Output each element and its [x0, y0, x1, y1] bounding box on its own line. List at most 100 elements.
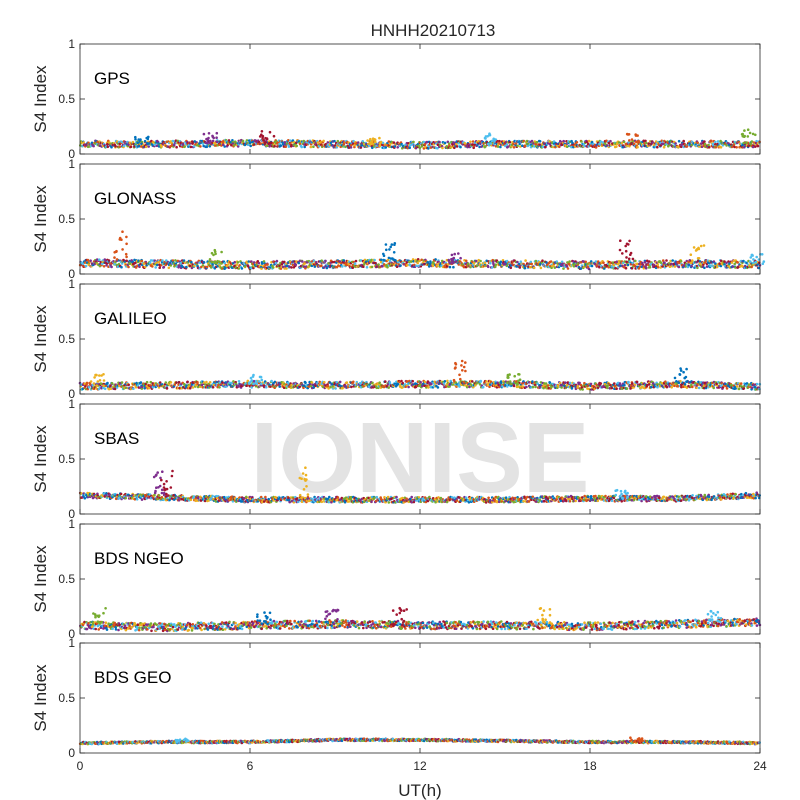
data-point — [621, 252, 624, 255]
data-point — [613, 382, 616, 385]
data-point — [266, 144, 269, 147]
data-point — [185, 384, 188, 387]
data-point — [134, 138, 137, 141]
chart-title: HNHH20210713 — [371, 21, 496, 40]
data-point — [730, 261, 734, 264]
data-point — [619, 239, 622, 242]
data-point — [406, 146, 410, 150]
data-point — [260, 378, 264, 382]
y-tick-label: 1 — [68, 37, 75, 51]
data-point — [113, 256, 116, 259]
data-point — [160, 145, 163, 148]
data-point — [510, 382, 513, 386]
data-point — [110, 382, 114, 385]
data-point — [416, 261, 420, 265]
data-point — [624, 142, 628, 146]
data-point — [679, 367, 682, 370]
data-point — [389, 245, 393, 249]
data-point — [581, 388, 584, 391]
data-point — [483, 136, 487, 140]
data-point — [562, 139, 565, 143]
data-point — [89, 380, 93, 383]
data-point — [691, 385, 694, 389]
data-point — [739, 382, 743, 385]
data-point — [632, 142, 636, 145]
data-point — [625, 242, 629, 246]
data-point — [396, 382, 400, 386]
data-point — [345, 381, 349, 384]
data-point — [138, 265, 141, 269]
data-point — [673, 376, 677, 380]
data-point — [395, 265, 399, 269]
data-point — [82, 141, 85, 144]
data-point — [703, 266, 706, 270]
data-point — [264, 386, 268, 389]
scatter-points — [79, 128, 761, 150]
data-point — [524, 259, 527, 262]
data-point — [255, 382, 258, 386]
data-point — [671, 259, 674, 262]
data-point — [499, 260, 503, 264]
data-point — [421, 143, 424, 147]
data-point — [692, 246, 696, 249]
data-point — [154, 266, 157, 269]
data-point — [124, 386, 128, 390]
data-point — [682, 370, 685, 374]
data-point — [185, 265, 188, 269]
data-point — [523, 266, 527, 270]
data-point — [155, 144, 159, 147]
data-point — [338, 380, 342, 384]
data-point — [535, 140, 539, 144]
y-tick-label: 0.5 — [58, 92, 75, 106]
data-point — [140, 142, 143, 145]
data-point — [695, 248, 699, 251]
data-point — [454, 260, 458, 263]
data-point — [221, 381, 224, 384]
data-point — [371, 381, 374, 385]
data-point — [513, 374, 516, 378]
data-point — [369, 137, 372, 141]
y-axis-label: S4 Index — [31, 305, 50, 373]
data-point — [707, 143, 710, 147]
axes-box — [79, 43, 761, 155]
data-point — [751, 254, 754, 257]
data-point — [443, 141, 447, 145]
data-point — [589, 382, 593, 386]
data-point — [287, 145, 291, 148]
y-tick-label: 1 — [68, 157, 75, 171]
data-point — [94, 373, 98, 377]
data-point — [618, 248, 622, 252]
data-point — [418, 146, 422, 150]
data-point — [630, 138, 634, 141]
data-point — [316, 141, 320, 144]
data-point — [683, 376, 686, 380]
data-point — [146, 137, 149, 140]
data-point — [699, 244, 703, 248]
data-point — [696, 266, 699, 270]
data-point — [214, 260, 217, 264]
y-tick-label: 0.5 — [58, 212, 75, 226]
data-point — [459, 377, 462, 381]
data-point — [544, 382, 548, 385]
data-point — [223, 145, 226, 148]
data-point — [252, 261, 256, 264]
data-point — [637, 139, 640, 143]
data-point — [743, 134, 746, 138]
data-point — [762, 260, 766, 263]
data-point — [370, 140, 374, 144]
data-point — [745, 141, 748, 144]
data-point — [643, 261, 647, 264]
data-point — [329, 385, 332, 389]
data-point — [459, 145, 462, 149]
data-point — [172, 143, 176, 147]
data-point — [546, 384, 550, 387]
data-point — [623, 383, 626, 387]
data-point — [534, 259, 538, 263]
data-point — [171, 139, 175, 143]
data-point — [222, 495, 226, 499]
data-point — [204, 141, 208, 144]
data-point — [631, 257, 635, 261]
